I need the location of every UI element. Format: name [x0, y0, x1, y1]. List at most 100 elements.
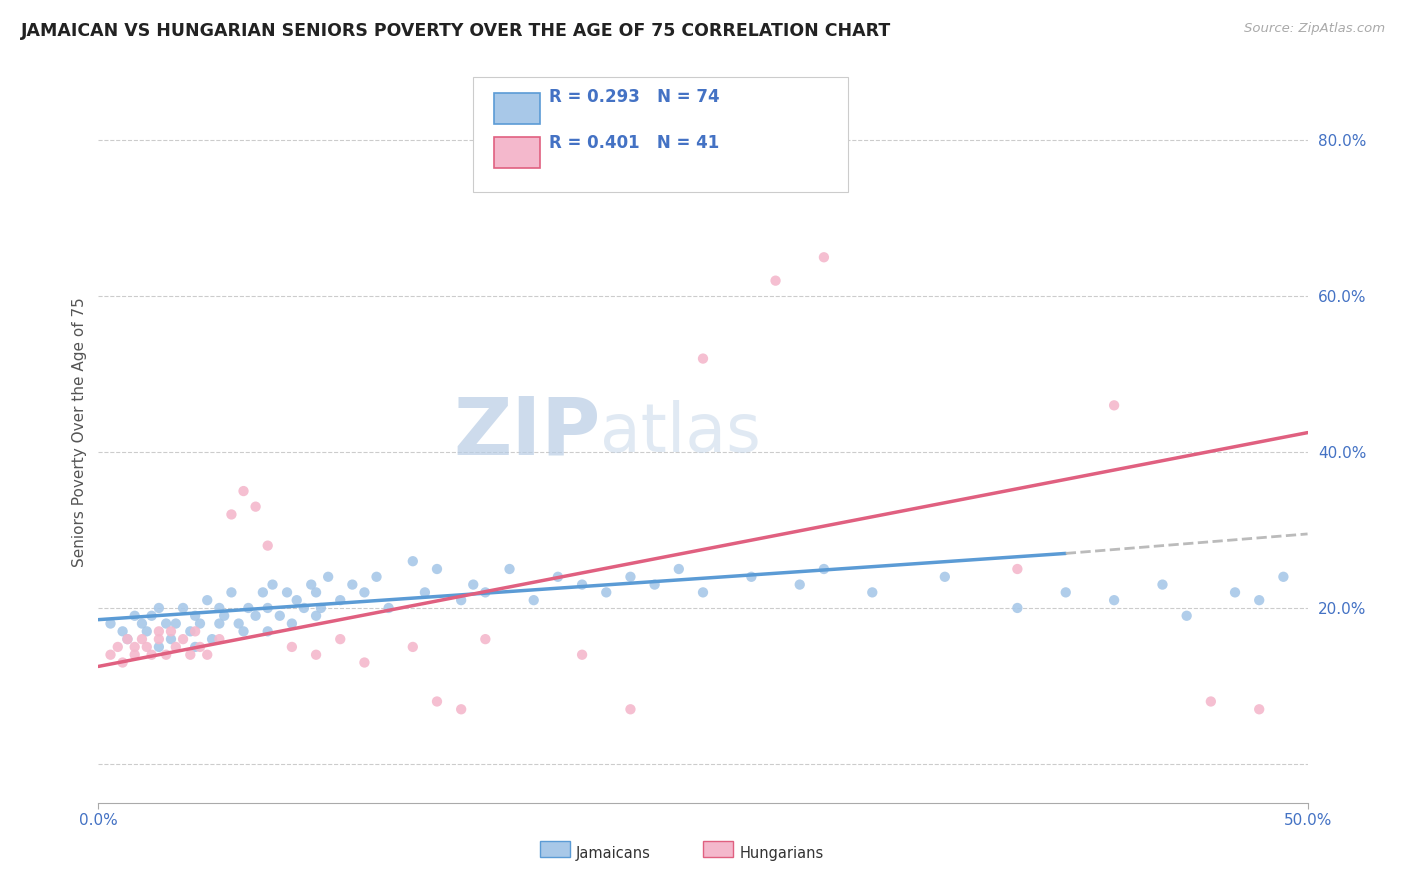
Point: [619, 702, 641, 716]
Point: [765, 274, 787, 288]
Point: [232, 484, 254, 499]
Point: [172, 632, 194, 647]
Point: [329, 632, 352, 647]
Point: [813, 562, 835, 576]
Point: [281, 616, 304, 631]
Point: [111, 656, 134, 670]
Point: [523, 593, 546, 607]
Bar: [703, 840, 734, 857]
Point: [547, 570, 569, 584]
Point: [228, 616, 250, 631]
Point: [124, 608, 146, 623]
Point: [172, 601, 194, 615]
Point: [1102, 398, 1125, 412]
Point: [934, 570, 956, 584]
Point: [595, 585, 617, 599]
Point: [165, 616, 187, 631]
Point: [309, 601, 332, 615]
Point: [474, 632, 496, 647]
Point: [1054, 585, 1077, 599]
Point: [426, 562, 449, 576]
Point: [450, 593, 472, 607]
Point: [1102, 593, 1125, 607]
Point: [1272, 570, 1295, 584]
Point: [160, 632, 183, 647]
Point: [269, 608, 291, 623]
Point: [155, 616, 177, 631]
Point: [1249, 593, 1271, 607]
Point: [342, 577, 364, 591]
Point: [276, 585, 298, 599]
Point: [221, 508, 243, 522]
Point: [245, 500, 267, 514]
Point: [111, 624, 134, 639]
Point: [668, 562, 690, 576]
Point: [135, 640, 157, 654]
Point: [353, 656, 375, 670]
Text: ZIP: ZIP: [453, 393, 600, 472]
Point: [100, 616, 122, 631]
Point: [305, 585, 328, 599]
Point: [131, 632, 153, 647]
Point: [117, 632, 139, 647]
Point: [281, 640, 304, 654]
Point: [232, 624, 254, 639]
Point: [402, 554, 425, 568]
Point: [256, 539, 278, 553]
Point: [644, 577, 666, 591]
Point: [155, 648, 177, 662]
Point: [1175, 608, 1198, 623]
Point: [450, 702, 472, 716]
Point: [498, 562, 520, 576]
Point: [692, 585, 714, 599]
FancyBboxPatch shape: [474, 78, 848, 192]
Point: [305, 608, 328, 623]
Point: [245, 608, 267, 623]
Point: [1249, 702, 1271, 716]
Point: [179, 624, 201, 639]
Point: [212, 608, 235, 623]
Point: [426, 694, 449, 708]
Point: [692, 351, 714, 366]
Point: [1007, 601, 1029, 615]
Point: [619, 570, 641, 584]
Point: [135, 624, 157, 639]
Point: [292, 601, 315, 615]
Point: [141, 608, 163, 623]
Text: R = 0.401   N = 41: R = 0.401 N = 41: [550, 135, 720, 153]
Point: [131, 616, 153, 631]
Point: [100, 648, 122, 662]
Point: [160, 624, 183, 639]
Point: [184, 608, 207, 623]
Point: [402, 640, 425, 654]
Point: [107, 640, 129, 654]
Text: R = 0.293   N = 74: R = 0.293 N = 74: [550, 88, 720, 106]
Point: [1223, 585, 1246, 599]
Point: [184, 640, 207, 654]
Point: [179, 648, 201, 662]
Point: [208, 601, 231, 615]
Point: [148, 601, 170, 615]
Bar: [494, 137, 540, 169]
Point: [353, 585, 375, 599]
Point: [813, 250, 835, 264]
Bar: [494, 93, 540, 124]
Point: [285, 593, 308, 607]
Text: Jamaicans: Jamaicans: [576, 847, 651, 862]
Point: [256, 624, 278, 639]
Point: [1152, 577, 1174, 591]
Text: JAMAICAN VS HUNGARIAN SENIORS POVERTY OVER THE AGE OF 75 CORRELATION CHART: JAMAICAN VS HUNGARIAN SENIORS POVERTY OV…: [21, 22, 891, 40]
Point: [366, 570, 388, 584]
Point: [463, 577, 485, 591]
Point: [195, 593, 218, 607]
Text: Hungarians: Hungarians: [740, 847, 824, 862]
Point: [184, 624, 207, 639]
Point: [571, 648, 593, 662]
Text: Source: ZipAtlas.com: Source: ZipAtlas.com: [1244, 22, 1385, 36]
Point: [195, 648, 218, 662]
Point: [124, 640, 146, 654]
Point: [238, 601, 260, 615]
Y-axis label: Seniors Poverty Over the Age of 75: Seniors Poverty Over the Age of 75: [72, 298, 87, 567]
Point: [208, 632, 231, 647]
Point: [740, 570, 762, 584]
